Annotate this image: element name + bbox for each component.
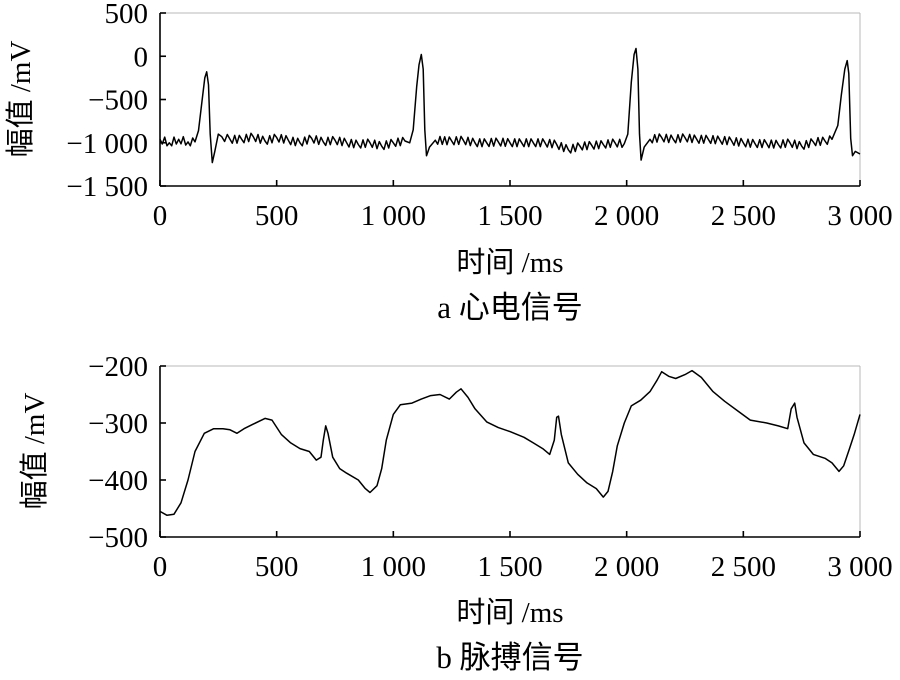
ecg-y-tick-label: −1 000 <box>66 128 148 160</box>
pulse-x-tick-label: 2 500 <box>711 551 776 583</box>
pulse-x-tick-label: 500 <box>255 551 299 583</box>
ecg-x-tick-label: 0 <box>153 200 168 232</box>
pulse-axis-tick-labels: 0 500 1 000 1 500 2 000 2 500 3 000 −200 −300 −40… <box>88 351 892 583</box>
ecg-y-tick-label: 0 <box>134 41 149 73</box>
ecg-x-tick-label: 500 <box>255 200 299 232</box>
pulse-y-tick-label: −300 <box>88 408 148 440</box>
ecg-caption: a 心电信号 <box>437 290 583 325</box>
ecg-y-tick-label: −1 500 <box>66 171 148 203</box>
pulse-x-tick-label: 3 000 <box>827 551 892 583</box>
pulse-plot-frame <box>159 365 861 538</box>
pulse-axis-ticks <box>159 365 861 538</box>
pulse-x-tick-label: 1 000 <box>361 551 426 583</box>
ecg-x-tick-label: 2 000 <box>594 200 659 232</box>
pulse-chart: 0 500 1 000 1 500 2 000 2 500 3 000 −200 −300 −40… <box>18 351 893 675</box>
ecg-y-tick-label: −500 <box>88 85 148 117</box>
ecg-chart: 0 500 1 000 1 500 2 000 2 500 3 000 500 0 −500 −1 … <box>4 0 893 325</box>
pulse-y-axis-label: 幅值 /mV <box>18 393 51 510</box>
pulse-x-tick-label: 2 000 <box>594 551 659 583</box>
ecg-signal-line <box>159 47 861 164</box>
pulse-y-tick-label: −400 <box>88 465 148 497</box>
ecg-y-axis-label: 幅值 /mV <box>4 41 37 158</box>
pulse-y-tick-label: −200 <box>88 351 148 383</box>
ecg-plot-frame <box>159 12 861 187</box>
ecg-x-tick-label: 1 000 <box>361 200 426 232</box>
pulse-x-axis-label: 时间 /ms <box>456 596 563 629</box>
ecg-axis-ticks <box>159 12 861 187</box>
pulse-x-tick-label: 0 <box>153 551 168 583</box>
ecg-x-tick-label: 2 500 <box>711 200 776 232</box>
ecg-x-axis-label: 时间 /ms <box>456 246 563 279</box>
pulse-y-tick-label: −500 <box>88 522 148 554</box>
ecg-x-tick-label: 3 000 <box>827 200 892 232</box>
pulse-signal-line <box>159 369 861 517</box>
ecg-x-tick-label: 1 500 <box>477 200 542 232</box>
pulse-x-tick-label: 1 500 <box>477 551 542 583</box>
ecg-y-tick-label: 500 <box>105 0 149 30</box>
pulse-caption: b 脉搏信号 <box>436 640 583 675</box>
ecg-axis-tick-labels: 0 500 1 000 1 500 2 000 2 500 3 000 500 0 −500 −1 … <box>66 0 892 232</box>
